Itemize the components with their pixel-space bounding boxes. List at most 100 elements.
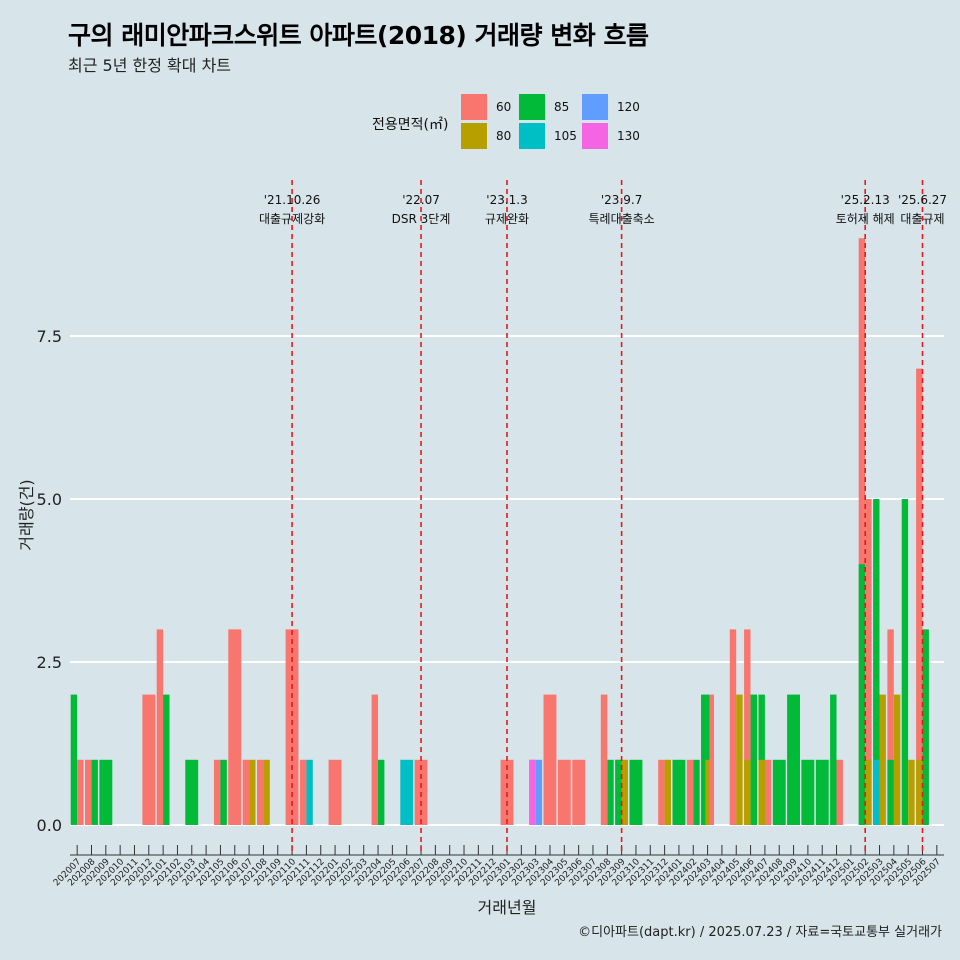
bar-202309-85 [615,759,622,825]
legend: 전용면적(㎡) 60 80 85 105 120 130 [372,92,672,152]
bar-202312-60 [658,759,665,825]
legend-label-130: 130 [617,129,640,143]
legend-swatch-130 [582,123,608,149]
legend-swatch-120 [582,94,608,120]
legend-item-130: 130 [582,123,640,149]
bar-202504-85 [887,759,894,825]
bar-202101-60 [156,629,164,825]
bar-202305-60 [557,759,571,825]
legend-label-85: 85 [554,100,570,114]
y-axis-title: 거래량(건) [17,479,36,550]
bar-202402-60 [686,759,694,825]
bar-202502-80 [865,759,872,825]
event-label: 규제완화 [485,212,529,226]
y-tick-label: 0.0 [37,816,62,835]
bar-202412-85 [830,694,837,825]
bar-202303-120 [535,759,543,825]
bar-202503-85 [873,499,880,825]
event-date: '23.9.7 [601,193,642,207]
legend-swatch-60 [461,94,487,120]
bar-202506-60 [916,368,923,825]
bar-202406-60 [744,629,751,825]
bar-202007-60 [77,759,84,825]
legend-label-60: 60 [496,100,512,114]
bar-202505-80 [908,759,915,825]
bar-202405-80 [736,694,743,825]
bar-202308-85 [607,759,614,825]
event-date: '23.1.3 [486,193,527,207]
event-label: DSR 3단계 [392,212,451,226]
bar-202503-80 [879,694,886,825]
bar-202008-60 [85,759,92,825]
bar-202502-85 [858,564,866,825]
bar-202007-85 [70,694,78,825]
event-date: '25.2.13 [841,193,890,207]
bar-202107-60 [242,759,250,825]
bar-202405-60 [729,629,737,825]
bar-202403-85 [701,694,706,825]
y-tick-label: 2.5 [37,653,62,672]
bar-202406-80 [744,759,751,825]
event-date: '21.10.26 [264,193,321,207]
bar-202506-80 [916,759,923,825]
bar-202403-80 [705,759,710,825]
bar-202401-85 [672,759,686,825]
bar-202412-60 [836,759,843,825]
event-label: 토허제 해제 [836,212,895,226]
chart-title: 구의 래미안파크스위트 아파트(2018) 거래량 변화 흐름 [68,21,649,50]
bar-202304-60 [543,694,557,825]
bar-202306-60 [572,759,586,825]
event-label: 대출규제강화 [259,212,325,226]
bar-202107-80 [249,759,256,825]
bar-202106-60 [228,629,242,825]
bar-202105-85 [220,759,227,825]
x-axis-title: 거래년월 [478,898,537,917]
bar-202206-105 [400,759,414,825]
legend-swatch-85 [519,94,545,120]
bar-202201-60 [328,759,342,825]
bar-202408-85 [772,759,786,825]
bar-202506-85 [922,629,929,825]
bar-202505-85 [901,499,909,825]
bar-202009-85 [99,759,113,825]
bar-202309-80 [621,759,628,825]
bar-202502-60 [865,499,872,825]
bar-202308-60 [600,694,608,825]
bar-202012-60 [142,694,156,825]
bar-202407-80 [758,759,765,825]
legend-item-85: 85 [519,94,569,120]
y-tick-label: 7.5 [37,327,62,346]
bar-202103-85 [185,759,199,825]
bar-202411-85 [815,759,829,825]
bar-202502-60 [858,238,866,825]
bar-202105-60 [214,759,221,825]
bar-202204-85 [378,759,385,825]
bar-202407-60 [764,759,772,825]
chart-subtitle: 최근 5년 한정 확대 차트 [68,56,232,75]
legend-item-80: 80 [461,123,511,149]
bar-202504-60 [887,629,894,825]
bar-202405-60 [729,759,737,825]
legend-title: 전용면적(㎡) [372,117,449,133]
bar-202111-60 [300,759,307,825]
event-label: 대출규제 [900,212,944,226]
legend-item-120: 120 [582,94,640,120]
bar-202403-60 [709,694,714,825]
bar-202503-105 [873,759,880,825]
legend-item-60: 60 [461,94,511,120]
event-date: '22.07 [402,193,440,207]
legend-label-105: 105 [554,129,577,143]
bar-202312-80 [664,759,671,825]
y-tick-label: 5.0 [37,490,62,509]
bar-202204-60 [371,694,378,825]
legend-label-120: 120 [617,100,640,114]
event-date: '25.6.27 [898,193,947,207]
bar-202402-85 [693,759,700,825]
bar-202108-60 [257,759,264,825]
bar-202108-80 [263,759,270,825]
legend-item-105: 105 [519,123,577,149]
bar-202406-85 [750,694,757,825]
legend-swatch-105 [519,123,545,149]
legend-swatch-80 [461,123,487,149]
